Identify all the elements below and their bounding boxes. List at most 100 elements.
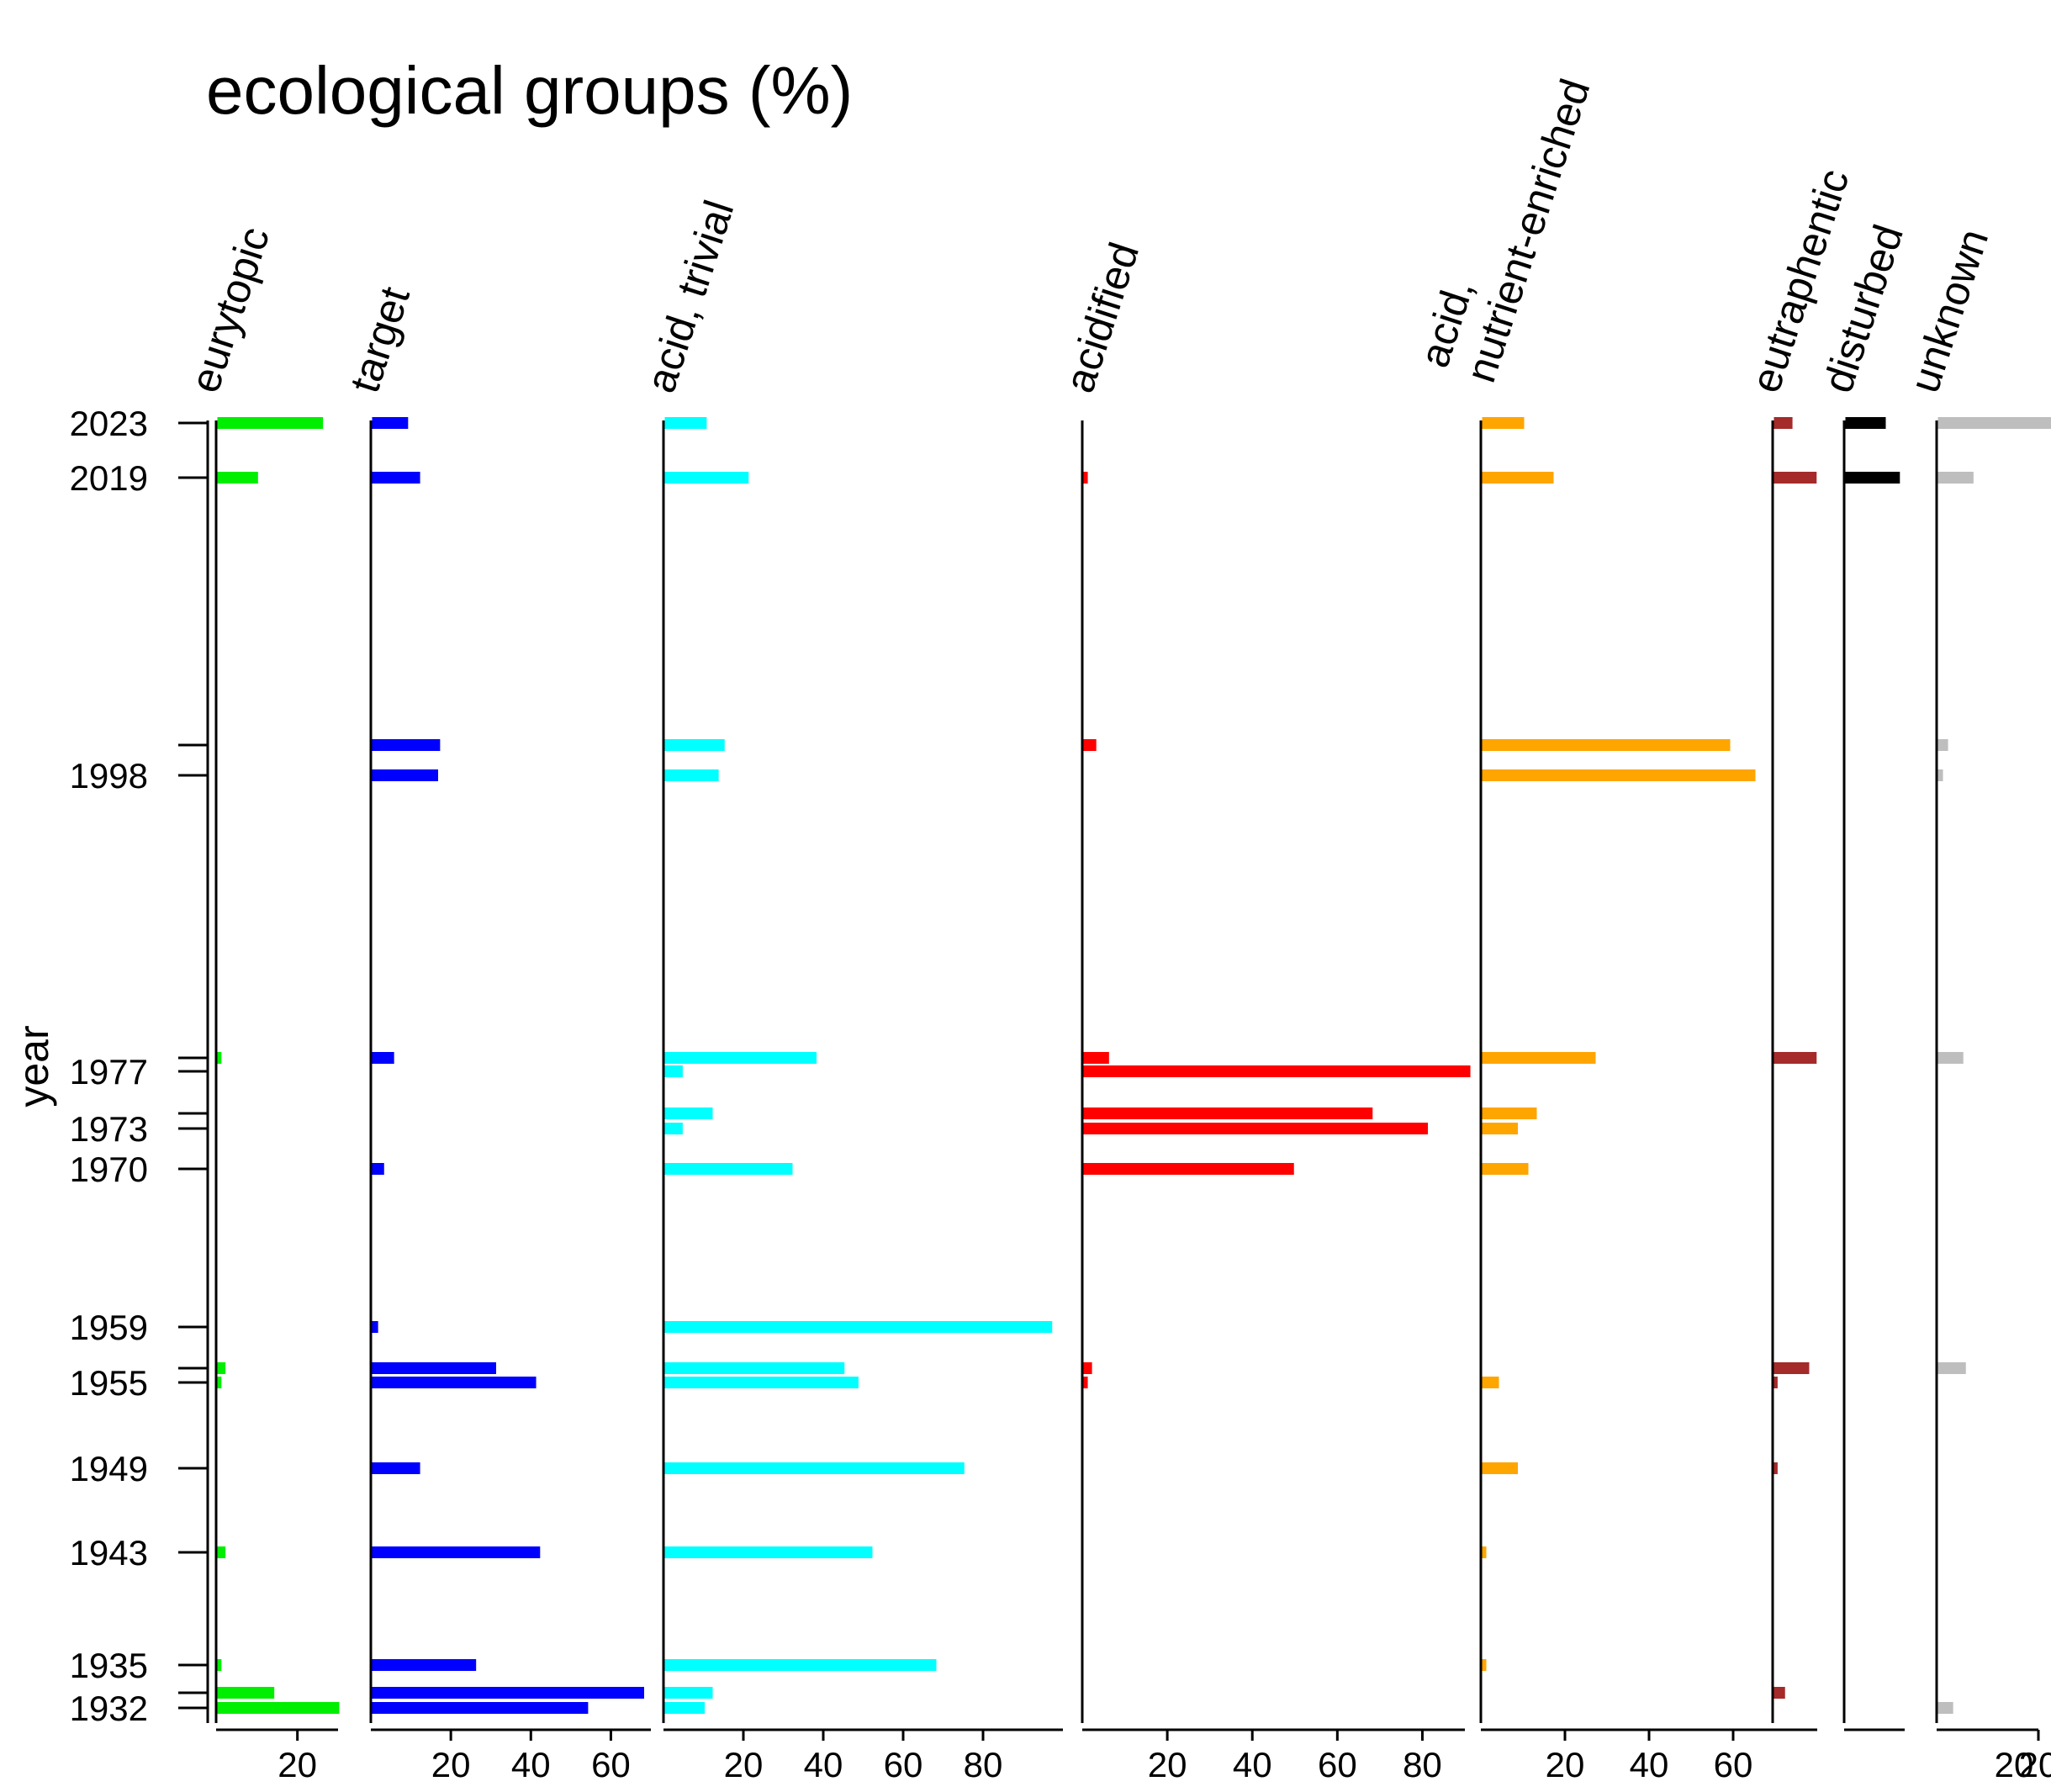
bar-2023 [217,417,324,429]
panel-0: 20 eurytopic [181,221,340,1784]
bar-1978 [1482,1052,1596,1064]
bar-2023 [1773,417,1793,429]
bar-1970 [1083,1163,1294,1175]
year-tick-label: 1973 [70,1109,148,1149]
bar-1935 [217,1659,222,1671]
panel-label-line: acidified [1055,237,1148,399]
bar-1932 [217,1702,340,1714]
bar-1970 [664,1163,793,1175]
panel-label: target [341,281,419,398]
year-tick-label: 1949 [70,1449,148,1488]
year-tick-label: 1955 [70,1363,148,1403]
bar-1943 [217,1546,226,1558]
bar-1977 [1083,1065,1471,1077]
panel-label: acid,nutrient-enriched [1410,58,1599,388]
year-tick-label: 1998 [70,756,148,796]
bar-1943 [664,1546,873,1558]
bar-1974 [1482,1107,1537,1119]
bar-1956 [1773,1362,1810,1374]
bar-1955 [372,1377,537,1388]
bar-1949 [1773,1462,1778,1474]
x-tick-label: 60 [884,1745,923,1784]
bar-1998 [372,769,438,781]
x-tick-label: 80 [964,1745,1003,1784]
x-tick-label: 60 [591,1745,631,1784]
x-tick-label: 20 [1148,1745,1187,1784]
bar-1933 [217,1687,275,1699]
bar-1978 [1937,1052,1964,1064]
bar-1978 [1083,1052,1109,1064]
bar-1955 [1482,1377,1499,1388]
bar-2023 [1482,417,1525,429]
bar-2019 [217,472,258,484]
panel-label: eurytopic [181,221,278,398]
year-tick-label: 1943 [70,1533,148,1573]
bar-1933 [1773,1687,1785,1699]
panels: 20 eurytopic 20 40 60 target 20 40 60 80 acid, tri… [181,58,2051,1784]
panel-2: 20 40 60 80 acid, trivial [637,194,1063,1784]
panel-label: unknown [1900,224,1997,399]
bar-1970 [1482,1163,1529,1175]
bar-1974 [1083,1107,1373,1119]
bar-2023 [1937,417,2051,429]
bar-1935 [1482,1659,1487,1671]
x-tick-label: 40 [804,1745,843,1784]
bar-2019 [1773,472,1817,484]
bar-1956 [1083,1362,1092,1374]
bar-1949 [1482,1462,1518,1474]
panel-label-line: eurytopic [181,221,278,398]
year-tick-label: 1959 [70,1308,148,1347]
bar-1955 [1773,1377,1778,1388]
bar-2019 [372,472,420,484]
bar-1973 [1083,1123,1428,1134]
bar-2000 [1083,739,1097,751]
x-tick-label: 40 [1630,1745,1669,1784]
bar-2000 [664,739,725,751]
x-tick-label: 80 [1403,1745,1442,1784]
bar-1933 [664,1687,713,1699]
bar-1970 [372,1163,384,1175]
bar-1932 [372,1702,589,1714]
x-tick-label: 60 [1714,1745,1753,1784]
bar-1978 [1773,1052,1817,1064]
bar-1949 [664,1462,965,1474]
bar-1956 [217,1362,226,1374]
panel-4: 20 40 60 acid,nutrient-enriched [1410,58,1775,1784]
bar-1974 [664,1107,713,1119]
chart-title: ecological groups (%) [206,53,853,128]
x-tick-label: 20 [278,1745,317,1784]
bar-1977 [664,1065,683,1077]
bar-2019 [664,472,749,484]
panel-7: 20 unknown [1900,224,2051,1784]
year-tick-label: 1932 [70,1689,148,1728]
bar-1998 [1482,769,1756,781]
x-tick-label: 40 [1233,1745,1272,1784]
bar-1978 [372,1052,394,1064]
year-tick-label: 2019 [70,458,148,498]
panel-label: acidified [1055,237,1148,399]
panel-3: 20 40 60 80 acidified [1055,237,1471,1784]
bar-1959 [372,1321,378,1333]
bar-2023 [664,417,707,429]
bar-1956 [664,1362,845,1374]
panel-label-line: acid, trivial [637,194,743,398]
bar-1998 [1937,769,1943,781]
bar-1978 [664,1052,817,1064]
year-tick-label: 1970 [70,1150,148,1189]
panel-label-line: nutrient-enriched [1456,73,1599,388]
panel-6: disturbed [1814,219,1912,1731]
bar-1932 [1937,1702,1953,1714]
bar-1956 [372,1362,496,1374]
bar-1943 [1482,1546,1487,1558]
bar-1935 [372,1659,477,1671]
year-tick-label: 1977 [70,1052,148,1092]
y-axis-title: year [10,1025,57,1107]
bar-2023 [1845,417,1886,429]
bar-1932 [664,1702,705,1714]
bar-1959 [664,1321,1053,1333]
bar-1949 [372,1462,420,1474]
bar-2023 [372,417,409,429]
bar-2019 [1083,472,1088,484]
